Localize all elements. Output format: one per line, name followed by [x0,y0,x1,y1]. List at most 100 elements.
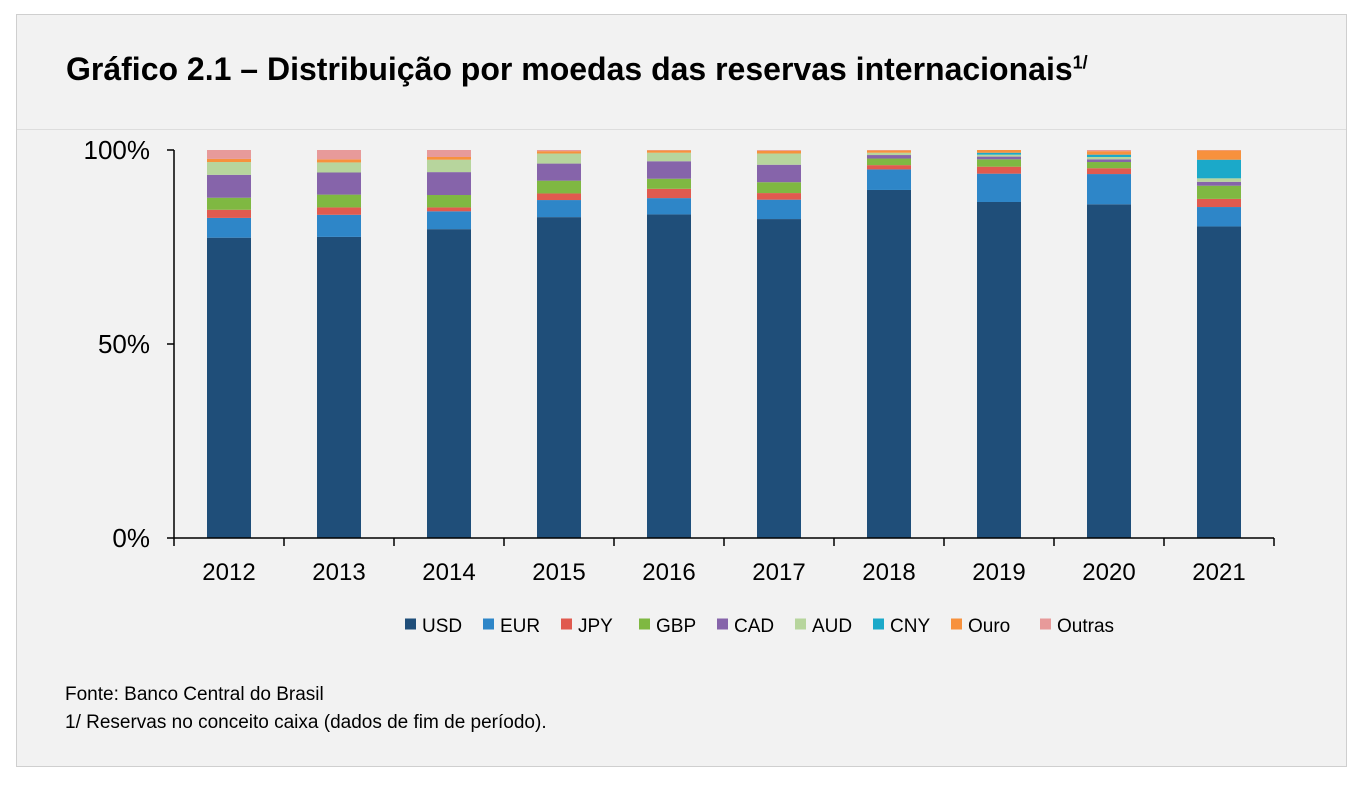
y-tick-label-50: 50% [98,329,150,359]
bar-jpy-2019 [977,166,1021,174]
legend-swatch-eur [483,618,494,630]
bar-jpy-2013 [317,207,361,215]
bar-gbp-2012 [207,197,251,210]
bar-gbp-2016 [647,178,691,189]
bar-usd-2016 [647,214,691,538]
legend-label-ouro: Ouro [968,616,1010,637]
bar-eur-2021 [1197,207,1241,227]
bar-eur-2014 [427,211,471,230]
bar-gbp-2018 [867,158,911,166]
bar-aud-2013 [317,162,361,173]
bar-cad-2014 [427,172,471,196]
legend-swatch-ouro [951,618,962,630]
bar-ouro-2016 [647,150,691,153]
legend-label-cad: CAD [734,616,774,637]
bar-outras-2014 [427,150,471,157]
bar-gbp-2017 [757,182,801,194]
bar-gbp-2013 [317,194,361,208]
legend-swatch-cad [717,618,728,630]
bar-outras-2012 [207,150,251,159]
legend-swatch-aud [795,618,806,630]
legend-swatch-usd [405,618,416,630]
bar-cny-2021 [1197,159,1241,179]
bar-jpy-2012 [207,209,251,218]
y-tick-label-100: 100% [84,135,151,165]
bar-cad-2015 [537,163,581,181]
bar-aud-2019 [977,154,1021,157]
bar-ouro-2015 [537,151,581,154]
legend-swatch-gbp [639,618,650,630]
bar-gbp-2019 [977,159,1021,167]
bar-ouro-2018 [867,150,911,153]
source-text: Fonte: Banco Central do Brasil [65,684,324,705]
legend-swatch-cny [873,618,884,630]
bar-aud-2015 [537,153,581,164]
bar-ouro-2021 [1197,150,1241,160]
bar-aud-2017 [757,153,801,165]
bar-usd-2014 [427,229,471,539]
bar-cad-2019 [977,156,1021,160]
x-tick-label-2016: 2016 [642,559,695,586]
x-tick-label-2012: 2012 [202,559,255,586]
legend-label-eur: EUR [500,616,540,637]
bar-cad-2013 [317,172,361,195]
bar-gbp-2015 [537,180,581,194]
x-tick-label-2014: 2014 [422,559,475,586]
bar-eur-2016 [647,198,691,215]
bar-usd-2019 [977,201,1021,538]
legend-label-gbp: GBP [656,616,696,637]
bar-aud-2020 [1087,156,1131,160]
x-tick-label-2019: 2019 [972,559,1025,586]
bar-ouro-2019 [977,150,1021,153]
bar-eur-2018 [867,169,911,190]
bar-jpy-2020 [1087,168,1131,175]
title-footnote-marker: 1/ [1072,52,1088,73]
x-tick-label-2017: 2017 [752,559,805,586]
legend-label-jpy: JPY [578,616,613,637]
x-tick-label-2015: 2015 [532,559,585,586]
bar-eur-2019 [977,173,1021,202]
bar-aud-2014 [427,159,471,173]
bar-outras-2013 [317,150,361,160]
x-tick-label-2013: 2013 [312,559,365,586]
bar-jpy-2014 [427,207,471,212]
bar-eur-2020 [1087,174,1131,205]
bar-outras-2017 [757,150,801,151]
bar-cad-2020 [1087,159,1131,163]
legend-label-outras: Outras [1057,616,1114,637]
chart-title: Gráfico 2.1 – Distribuição por moedas da… [66,51,1088,88]
source-notes: Fonte: Banco Central do Brasil 1/ Reserv… [65,681,547,737]
bar-ouro-2013 [317,159,361,163]
bar-jpy-2016 [647,188,691,199]
bar-usd-2021 [1197,226,1241,538]
x-tick-label-2021: 2021 [1192,559,1245,586]
bar-ouro-2017 [757,150,801,154]
bar-jpy-2015 [537,193,581,201]
x-tick-label-2018: 2018 [862,559,915,586]
bar-aud-2018 [867,152,911,156]
bar-jpy-2021 [1197,198,1241,208]
bar-usd-2015 [537,217,581,538]
bar-usd-2012 [207,237,251,539]
bar-cad-2017 [757,164,801,183]
legend-label-cny: CNY [890,616,930,637]
bar-eur-2017 [757,199,801,220]
legend-label-aud: AUD [812,616,852,637]
bar-aud-2016 [647,152,691,162]
bar-eur-2015 [537,200,581,218]
legend-label-usd: USD [422,616,462,637]
bar-aud-2012 [207,162,251,175]
y-tick-label-0: 0% [112,523,150,553]
bar-ouro-2014 [427,156,471,160]
bar-usd-2020 [1087,204,1131,538]
bar-eur-2013 [317,214,361,237]
footnote-text: 1/ Reservas no conceito caixa (dados de … [65,712,547,733]
legend-swatch-outras [1040,618,1051,630]
chart-title-text: Gráfico 2.1 – Distribuição por moedas da… [66,51,1073,87]
bar-gbp-2020 [1087,162,1131,169]
bar-ouro-2020 [1087,151,1131,155]
bar-jpy-2018 [867,165,911,170]
bar-cad-2016 [647,161,691,179]
title-band: Gráfico 2.1 – Distribuição por moedas da… [17,15,1346,130]
